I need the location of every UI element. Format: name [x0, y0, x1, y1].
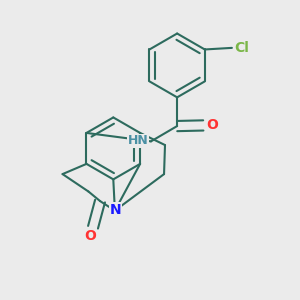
- Text: O: O: [85, 229, 96, 243]
- Text: N: N: [110, 203, 121, 217]
- Text: Cl: Cl: [234, 41, 249, 55]
- Text: O: O: [206, 118, 218, 132]
- Text: HN: HN: [128, 134, 148, 147]
